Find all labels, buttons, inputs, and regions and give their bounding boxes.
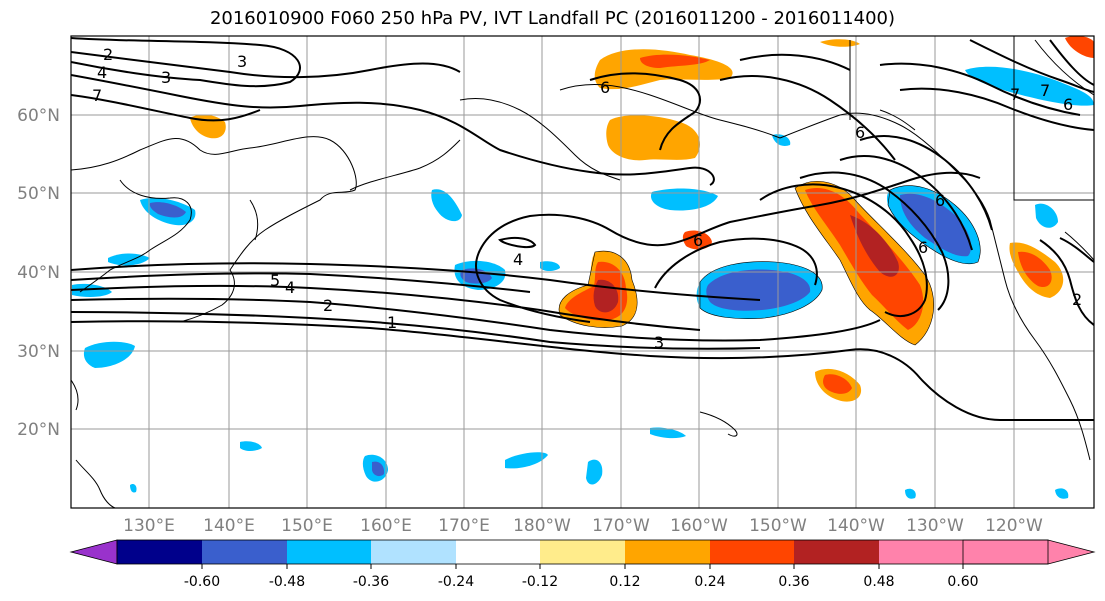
colorbar-tick-label: 0.60 [947,574,978,590]
pv-contours [71,37,1094,422]
negative-anomaly-region [83,341,135,368]
coastlines [71,36,1094,508]
contour-label: 1 [387,313,397,332]
lon-label: 130°W [906,516,964,536]
colorbar-tick-label: 0.24 [694,574,725,590]
lon-label: 120°W [985,516,1043,536]
contour-label: 7 [1040,81,1050,100]
anomaly-outlines [558,181,981,346]
colorbar-segment [879,540,963,564]
contour-label: 3 [654,333,664,352]
contour-label: 2 [1072,290,1082,309]
negative-anomaly-region [905,488,916,499]
lon-label: 160°E [360,516,412,536]
colorbar-segment [117,540,202,564]
colorbar-tick-label: -0.60 [184,574,220,590]
positive-anomaly-region [1065,36,1094,58]
latitude-labels: 20°N 30°N 40°N 50°N 60°N [17,106,60,440]
lat-label: 50°N [17,184,60,204]
colorbar-segment [287,540,371,564]
contour-label: 2 [103,45,113,64]
colorbar-extend-max [962,539,1096,565]
colorbar-tick-label: 0.36 [778,574,809,590]
contour-label: 4 [513,250,523,269]
contour-label: 6 [918,238,928,257]
lon-label: 140°W [827,516,885,536]
colorbar-segment [202,540,287,564]
lon-label: 180°W [513,516,571,536]
contour-label: 5 [270,271,280,290]
negative-anomaly-region [900,193,972,257]
contour-label: 6 [693,231,703,250]
lat-label: 40°N [17,263,60,283]
colorbar-segment [710,540,794,564]
lon-label: 160°W [670,516,728,536]
contour-label: 3 [237,52,247,71]
shading-layer [72,36,1094,499]
negative-anomaly-region [240,441,262,451]
negative-anomaly-region [540,261,560,271]
colorbar-segment [625,540,710,564]
negative-anomaly-region [650,427,686,439]
contour-labels: 2 3 4 7 3 6 6 4 6 5 4 2 1 3 6 7 6 7 6 2 [92,45,1082,352]
positive-anomaly-region [805,187,924,330]
contour-label: 6 [600,78,610,97]
negative-anomaly-region [505,452,548,469]
gridlines [71,36,1094,508]
positive-anomaly-region [850,215,899,277]
lat-label: 30°N [17,342,60,362]
colorbar-tick-label: -0.48 [269,574,305,590]
negative-anomaly-region [1055,488,1069,499]
colorbar-tick-label: 0.12 [609,574,640,590]
lon-label: 150°E [281,516,333,536]
colorbar: -0.60 -0.48 -0.36 -0.24 -0.12 0.12 0.24 … [69,539,1096,590]
contour-label: 3 [161,68,171,87]
positive-anomaly-region [823,374,852,394]
colorbar-tick-label: -0.24 [438,574,474,590]
lon-label: 170°W [592,516,650,536]
colorbar-extend-min [69,539,118,565]
negative-anomaly-region [650,188,718,211]
colorbar-tick-label: -0.36 [353,574,389,590]
negative-anomaly-region [965,66,1094,106]
lat-label: 20°N [17,420,60,440]
positive-anomaly-region [606,115,700,161]
colorbar-tick-label: -0.12 [522,574,558,590]
positive-anomaly-region [640,54,710,68]
chart-title: 2016010900 F060 250 hPa PV, IVT Landfall… [209,8,896,29]
contour-label: 7 [1010,85,1020,104]
negative-anomaly-region [130,483,137,493]
contour-label: 6 [1063,95,1073,114]
negative-anomaly-region [586,459,603,485]
contour-label: 6 [935,191,945,210]
colorbar-segment [540,540,625,564]
contour-label: 6 [855,123,865,142]
lon-label: 170°E [438,516,490,536]
longitude-labels: 130°E 140°E 150°E 160°E 170°E 180°W 170°… [123,516,1043,536]
positive-anomaly-region [1018,251,1052,288]
negative-anomaly-region [72,283,112,297]
lat-label: 60°N [17,106,60,126]
negative-anomaly-region [372,461,385,477]
negative-anomaly-region [1035,203,1058,228]
contour-label: 2 [323,296,333,315]
lon-label: 130°E [123,516,175,536]
lon-label: 150°W [749,516,807,536]
colorbar-ticks [201,564,964,569]
colorbar-segment [371,540,456,564]
negative-anomaly-region [706,269,811,311]
negative-anomaly-region [431,189,462,222]
contour-label: 4 [97,63,107,82]
positive-anomaly-region [682,230,712,250]
lon-label: 140°E [203,516,255,536]
negative-anomaly-region [149,202,186,218]
colorbar-segment [456,540,540,564]
contour-label: 7 [92,86,102,105]
colorbar-segment [794,540,879,564]
colorbar-tick-label: 0.48 [863,574,894,590]
map-frame [70,35,1095,509]
contour-label: 4 [285,278,295,297]
